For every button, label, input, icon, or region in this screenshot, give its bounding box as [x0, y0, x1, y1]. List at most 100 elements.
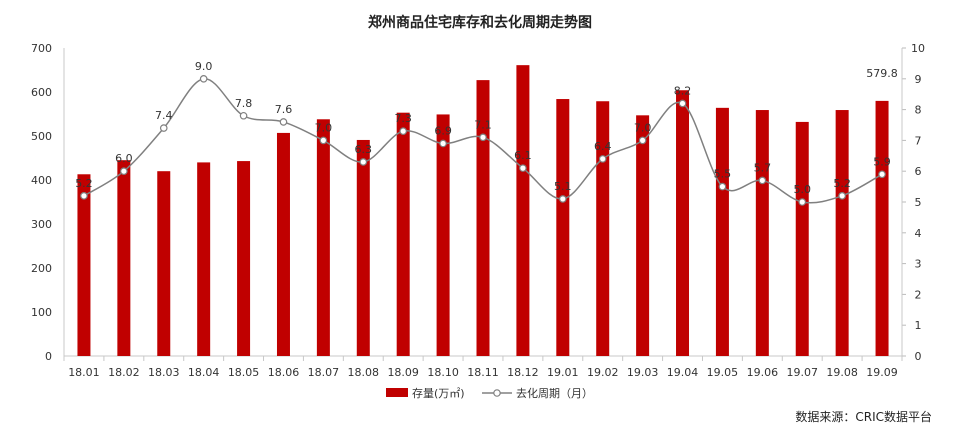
line-point	[439, 139, 447, 148]
line-data-label: 5.2	[833, 177, 851, 190]
bar	[795, 121, 809, 356]
y-right-tick-label: 3	[915, 258, 922, 271]
line-point	[559, 195, 567, 203]
y-left-tick-label: 200	[31, 262, 52, 275]
bar	[476, 80, 490, 357]
y-right-tick-label: 1	[915, 319, 922, 332]
line-data-label: 6.0	[115, 152, 133, 165]
bar	[396, 112, 410, 357]
y-right-tick-label: 6	[915, 165, 922, 178]
x-tick-label: 18.07	[308, 366, 340, 379]
bar	[715, 107, 729, 356]
y-right-tick-label: 8	[915, 104, 922, 117]
bar	[755, 110, 769, 356]
x-tick-label: 18.08	[348, 366, 380, 379]
line-point	[319, 136, 328, 145]
legend: 存量(万㎡) 去化周期（月）	[386, 386, 593, 400]
x-tick-label: 18.05	[228, 366, 260, 379]
x-tick-label: 19.08	[826, 366, 858, 379]
line-point	[838, 192, 846, 200]
y-left-tick-label: 0	[45, 350, 52, 363]
chart-title: 郑州商品住宅库存和去化周期走势图	[368, 14, 592, 31]
y-right-tick-label: 2	[915, 288, 922, 301]
line-point	[239, 111, 248, 120]
line-data-label: 7.6	[275, 103, 293, 116]
line-point	[359, 158, 368, 166]
line-data-label: 5.2	[75, 177, 93, 190]
y-right-tick-label: 4	[915, 227, 922, 240]
line-point	[279, 118, 288, 126]
line-point	[718, 182, 727, 191]
line-data-label: 6.3	[355, 143, 373, 156]
data-labels: 5.2 6.0 7.4 9.0 7.8 7.6 7.0 6.3 7.3 6.9 7.1 6.1 5.1 6…	[75, 60, 898, 196]
y-left-tick-label: 300	[31, 218, 52, 231]
line-data-label: 7.3	[394, 112, 412, 125]
source-note: 数据来源：CRIC数据平台	[795, 410, 932, 424]
legend-swatch-point	[493, 389, 501, 397]
bar	[516, 65, 530, 356]
line-data-label: 7.1	[474, 118, 492, 131]
x-tick-label: 18.04	[188, 366, 220, 379]
line-data-label: 6.4	[594, 140, 612, 153]
legend-swatch-bar	[386, 388, 408, 397]
line-data-label: 5.1	[554, 180, 572, 193]
line-point	[479, 133, 487, 142]
line-data-label: 6.9	[434, 124, 452, 137]
bar	[237, 161, 251, 356]
line-point	[678, 99, 687, 108]
y-right-tick-label: 7	[915, 134, 922, 147]
line-data-label: 5.9	[873, 155, 891, 168]
x-tick-label: 18.11	[467, 366, 499, 379]
x-tick-label: 18.01	[68, 366, 100, 379]
bar	[596, 101, 610, 357]
line-point	[399, 127, 407, 135]
bar	[157, 171, 171, 356]
line-data-label: 5.0	[793, 183, 811, 196]
bar-series	[77, 65, 889, 357]
x-tick-label: 19.03	[627, 366, 659, 379]
line-data-label: 6.1	[514, 149, 532, 162]
x-tick-label: 19.06	[747, 366, 779, 379]
line-data-label: 7.0	[315, 121, 333, 134]
bar	[556, 99, 570, 356]
line-data-label: 5.7	[754, 161, 772, 174]
legend-label-bar: 存量(万㎡)	[412, 386, 465, 400]
line-point	[638, 136, 647, 145]
line-point	[159, 124, 168, 132]
bar	[835, 110, 849, 356]
legend-label-line: 去化周期（月）	[516, 386, 593, 400]
x-tick-label: 18.06	[268, 366, 300, 379]
line-point	[519, 164, 527, 172]
x-tick-label: 19.01	[547, 366, 579, 379]
y-left-tick-label: 100	[31, 306, 52, 319]
x-tick-label: 18.10	[427, 366, 459, 379]
line-point	[199, 75, 208, 83]
y-right-tick-label: 9	[915, 73, 922, 86]
line-point	[798, 198, 807, 206]
bar	[77, 174, 91, 356]
bar	[197, 162, 211, 356]
bar	[316, 119, 330, 356]
bar	[676, 90, 690, 357]
x-tick-label: 19.02	[587, 366, 619, 379]
x-tick-label: 19.07	[786, 366, 818, 379]
line-series	[80, 75, 886, 206]
line-point	[878, 170, 886, 179]
x-tick-label: 18.09	[387, 366, 419, 379]
line-point	[598, 155, 607, 163]
x-tick-label: 19.04	[667, 366, 699, 379]
line-data-label: 5.5	[714, 168, 732, 181]
line-data-label: 7.0	[634, 121, 652, 134]
line-data-label: 9.0	[195, 60, 213, 73]
x-tick-label: 18.02	[108, 366, 140, 379]
bar	[436, 114, 450, 356]
bar	[117, 160, 131, 356]
bar	[356, 139, 370, 356]
y-left-tick-label: 700	[31, 42, 52, 55]
bar-data-label: 579.8	[866, 67, 898, 80]
x-tick-label: 19.05	[707, 366, 739, 379]
y-right-tick-label: 10	[911, 42, 925, 55]
x-tick-label: 18.12	[507, 366, 539, 379]
bar	[636, 115, 650, 356]
